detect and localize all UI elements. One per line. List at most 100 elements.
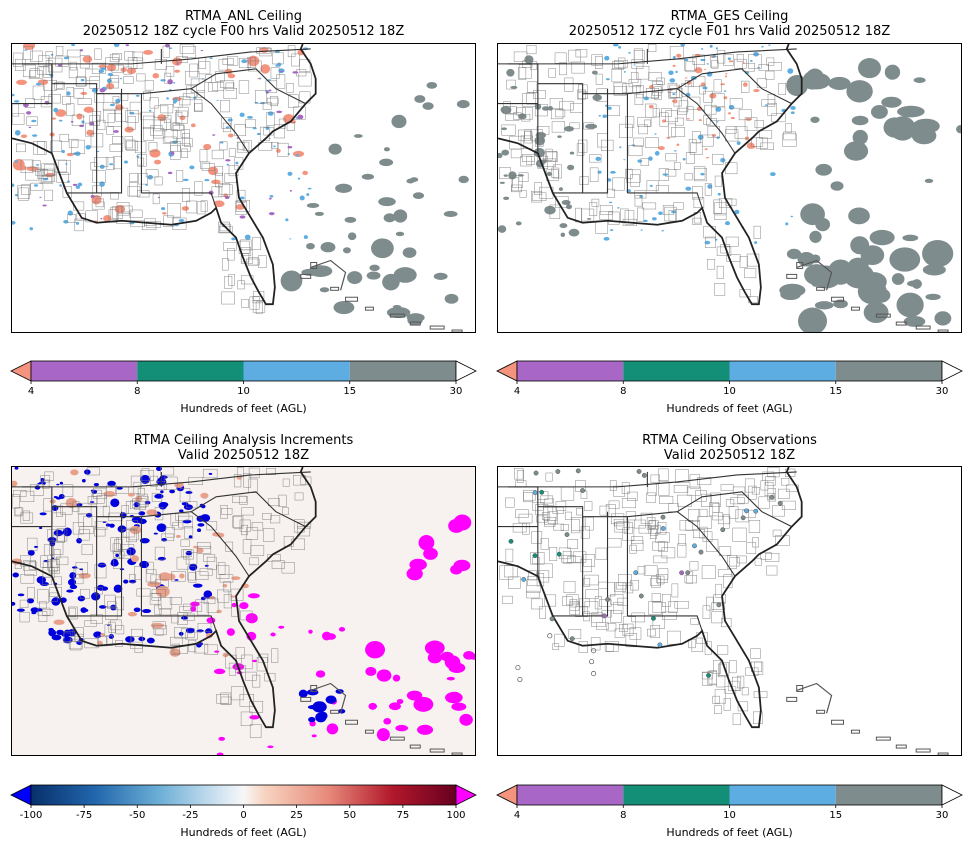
pink-ceiling-cell (164, 44, 171, 48)
panel-title-line1: RTMA Ceiling Observations (642, 433, 817, 448)
pink-ceiling-cell (39, 196, 42, 198)
low-ceiling-cell (730, 116, 735, 120)
high-ceiling-cell (585, 123, 598, 130)
observation-marker (777, 500, 783, 506)
mid-ceiling-cell (714, 238, 718, 241)
high-ceiling-cell (846, 80, 873, 103)
mid-ceiling-cell (685, 186, 692, 191)
high-ceiling-cell (565, 204, 572, 210)
high-ceiling-cell (925, 293, 941, 300)
large-positive-increment-cell (409, 558, 427, 571)
colorbar-tick-label: 8 (620, 810, 627, 821)
mid-ceiling-cell (716, 121, 719, 123)
low-ceiling-cell (80, 91, 88, 95)
mid-ceiling-cell (749, 60, 753, 62)
observation-marker (651, 615, 656, 621)
high-ceiling-cell (567, 164, 575, 171)
large-positive-increment-cell (239, 602, 249, 610)
large-positive-increment-cell (423, 547, 438, 560)
high-ceiling-cell (500, 127, 508, 131)
high-ceiling-cell (906, 280, 923, 287)
negative-increment-cell (318, 711, 328, 720)
low-ceiling-cell (51, 117, 57, 120)
negative-increment-cell (113, 584, 123, 593)
colorbar-tick-label: 0 (240, 810, 247, 821)
high-ceiling-cell (843, 141, 869, 161)
high-ceiling-cell (499, 181, 505, 184)
coastline (498, 44, 803, 306)
mid-ceiling-cell (14, 194, 19, 197)
pink-ceiling-cell (28, 126, 32, 129)
low-ceiling-cell (672, 64, 676, 67)
high-ceiling-cell (922, 240, 954, 268)
high-ceiling-cell (319, 287, 330, 293)
high-ceiling-cell (333, 300, 355, 315)
colorbar-tick-label: 30 (935, 386, 949, 397)
high-ceiling-cell (406, 313, 425, 323)
low-ceiling-cell (181, 206, 190, 211)
high-ceiling-cell (444, 293, 459, 304)
positive-increment-cell (147, 581, 161, 588)
colorbar-tick-label: -50 (129, 810, 146, 821)
observation-marker (517, 676, 523, 683)
over-arrow (455, 784, 477, 806)
mid-ceiling-cell (35, 82, 42, 86)
negative-increment-cell (58, 494, 65, 499)
negative-increment-cell (154, 493, 164, 499)
pink-ceiling-cell (89, 121, 95, 126)
observation-marker (533, 470, 539, 476)
high-ceiling-cell (827, 259, 854, 285)
mid-ceiling-cell (643, 219, 648, 223)
negative-increment-cell (51, 634, 62, 641)
positive-increment-cell (78, 572, 91, 579)
negative-increment-cell (133, 502, 140, 508)
mid-ceiling-cell (654, 133, 657, 135)
high-ceiling-cell (412, 192, 425, 200)
negative-increment-cell (115, 553, 120, 558)
high-ceiling-cell (852, 129, 868, 145)
high-ceiling-cell (306, 242, 315, 250)
observation-marker (769, 494, 775, 500)
over-arrow (941, 784, 963, 806)
mid-ceiling-cell (252, 127, 257, 130)
pink-ceiling-cell (200, 49, 204, 52)
negative-increment-cell (30, 607, 39, 613)
coastline (12, 467, 317, 729)
mid-ceiling-cell (50, 53, 54, 56)
mid-ceiling-cell (265, 126, 270, 130)
mid-ceiling-cell (707, 184, 713, 189)
negative-increment-cell (197, 523, 205, 527)
low-ceiling-cell (103, 214, 112, 222)
mid-ceiling-cell (605, 78, 610, 81)
mid-ceiling-cell (226, 163, 229, 166)
low-ceiling-cell (106, 64, 117, 72)
coastline (12, 44, 317, 306)
high-ceiling-cell (797, 307, 828, 332)
high-ceiling-cell (433, 272, 448, 280)
mid-ceiling-cell (107, 72, 114, 77)
pink-ceiling-cell (72, 183, 78, 187)
colorbar-bin (729, 785, 836, 805)
low-ceiling-cell (302, 170, 308, 176)
colorbar-tick-label: 30 (449, 386, 463, 397)
mid-ceiling-cell (604, 55, 610, 61)
mid-ceiling-cell (172, 82, 176, 84)
positive-increment-cell (130, 555, 140, 563)
low-ceiling-cell (235, 204, 245, 210)
low-ceiling-cell (174, 69, 180, 73)
large-positive-increment-cell (216, 752, 224, 755)
under-arrow (496, 360, 518, 382)
positive-increment-cell (49, 499, 56, 504)
high-ceiling-cell (891, 273, 905, 285)
observation-marker (549, 616, 555, 622)
pink-ceiling-cell (125, 44, 130, 47)
high-ceiling-cell (414, 95, 426, 103)
large-positive-increment-cell (206, 617, 216, 624)
high-ceiling-cell (557, 135, 562, 139)
high-ceiling-cell (884, 64, 901, 80)
negative-increment-cell (62, 527, 72, 537)
mid-ceiling-cell (123, 160, 129, 164)
colorbar-bin (835, 361, 942, 381)
mid-ceiling-cell (770, 172, 776, 177)
low-ceiling-cell (190, 123, 196, 128)
